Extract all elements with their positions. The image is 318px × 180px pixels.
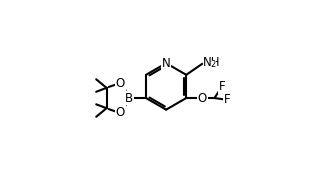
Text: 2: 2 [211,60,216,69]
Text: O: O [198,92,207,105]
Text: N: N [162,57,170,70]
Text: O: O [116,77,125,90]
Text: B: B [125,92,133,105]
Text: F: F [219,80,225,93]
Text: F: F [224,93,230,106]
Text: O: O [116,106,125,119]
Text: NH: NH [203,56,221,69]
